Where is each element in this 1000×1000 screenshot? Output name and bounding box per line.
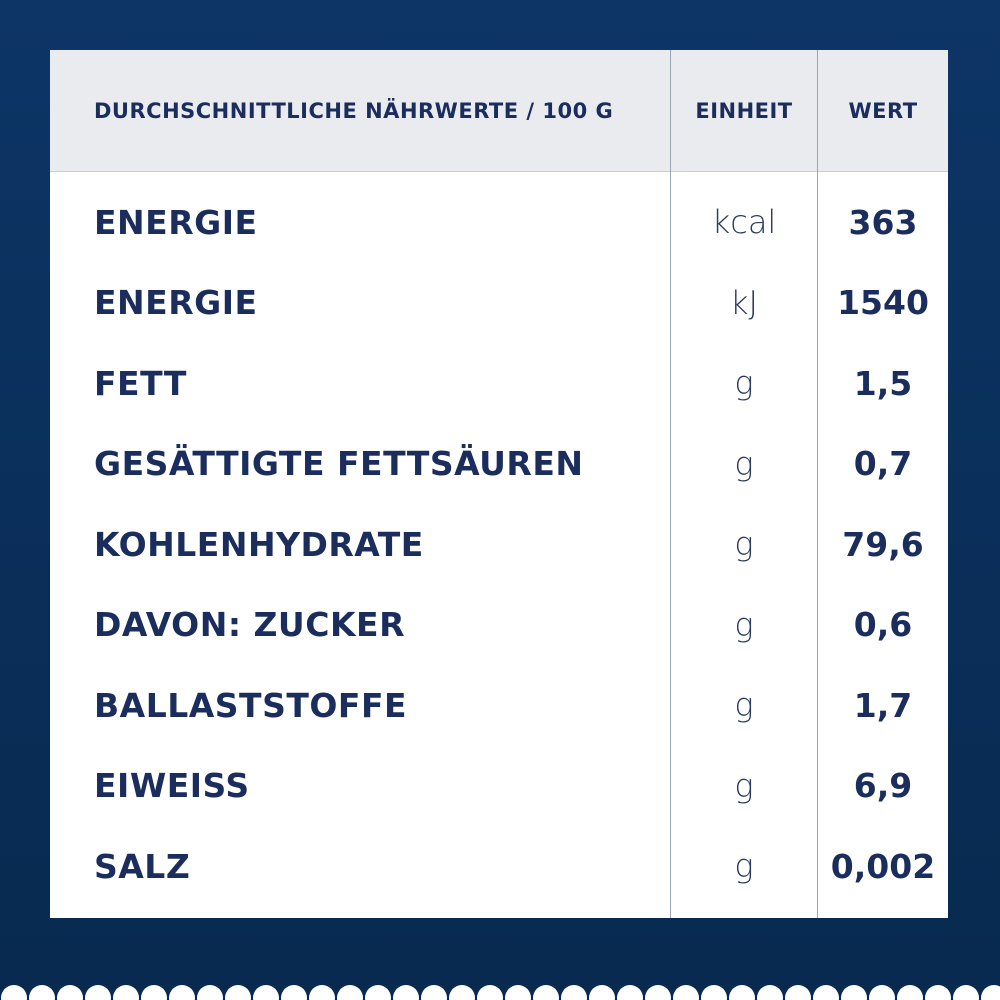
header-background [50, 50, 948, 172]
value: 1,5 [853, 363, 913, 403]
nutrition-table: DURCHSCHNITTLICHE NÄHRWERTE / 100 G EINHE… [50, 50, 948, 918]
nutrient-label: SALZ [94, 846, 191, 886]
nutrient-label: KOHLENHYDRATE [94, 524, 424, 564]
unit: g [734, 364, 754, 402]
column-divider [817, 50, 818, 918]
value: 79,6 [842, 524, 924, 564]
nutrient-label: FETT [94, 363, 187, 403]
value: 6,9 [853, 766, 913, 805]
unit: kJ [730, 283, 758, 322]
nutrient-label: ENERGIE [94, 202, 258, 242]
value: 363 [848, 202, 918, 242]
unit: g [734, 847, 754, 885]
nutrient-label: GESÄTTIGTE FETTSÄUREN [94, 444, 584, 483]
unit: g [734, 686, 754, 724]
nutrient-label: DAVON: ZUCKER [94, 605, 405, 644]
unit: g [734, 605, 754, 644]
unit: g [734, 444, 754, 483]
value: 0,7 [853, 444, 913, 483]
nutrient-label: BALLASTSTOFFE [94, 685, 408, 725]
value: 1540 [837, 283, 929, 322]
value: 0,002 [830, 846, 936, 886]
column-divider [670, 50, 671, 918]
header-unit: EINHEIT [695, 98, 793, 123]
unit: kcal [711, 203, 777, 241]
value: 1,7 [853, 685, 913, 725]
header-nutrient: DURCHSCHNITTLICHE NÄHRWERTE / 100 G [94, 98, 614, 123]
value: 0,6 [853, 605, 913, 644]
nutrient-label: ENERGIE [94, 283, 258, 322]
header-value: WERT [848, 98, 918, 123]
unit: g [734, 766, 754, 805]
wave-border [0, 970, 1000, 1000]
unit: g [734, 525, 754, 563]
nutrient-label: EIWEISS [94, 766, 250, 805]
